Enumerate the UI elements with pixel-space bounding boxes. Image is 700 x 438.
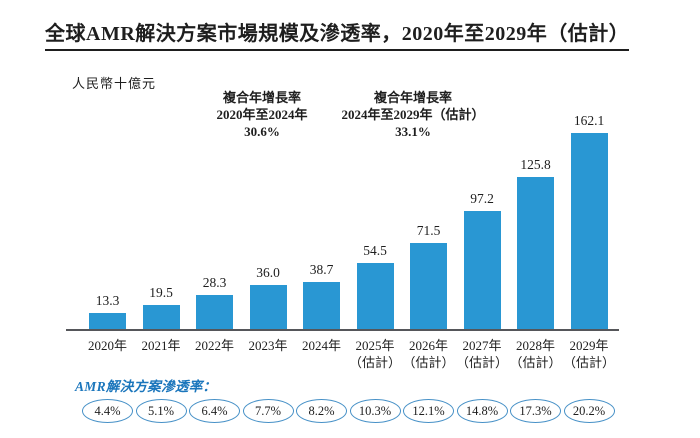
- x-axis-year: 2027年: [462, 338, 502, 353]
- bar-value-label: 38.7: [309, 262, 334, 277]
- x-axis-year: 2028年: [515, 338, 555, 353]
- bar-value-label: 19.5: [149, 285, 173, 300]
- cagr-label: 複合年增長率: [222, 90, 302, 105]
- bar-value-label: 125.8: [520, 157, 551, 172]
- penetration-rate-oval: 8.2%: [296, 399, 347, 423]
- x-axis-label: 2021年: [127, 337, 195, 354]
- x-axis-estimate-note: （估計）: [402, 355, 455, 370]
- bar-2024年: [303, 282, 340, 329]
- x-axis-label: 2024年: [288, 337, 356, 354]
- x-axis-year: 2026年: [408, 338, 448, 353]
- cagr-annotation-2020-2024: 複合年增長率 2020年至2024年 30.6%: [216, 89, 307, 140]
- x-axis-label: 2023年: [234, 337, 302, 354]
- bar-2026年: [410, 243, 447, 329]
- x-axis-label: 2020年: [74, 337, 142, 354]
- bar-value-label: 162.1: [573, 113, 605, 128]
- penetration-rate-oval: 17.3%: [510, 399, 561, 423]
- x-axis-year: 2023年: [248, 338, 288, 353]
- penetration-rate-oval: 14.8%: [456, 399, 508, 423]
- x-axis-estimate-note: （估計）: [348, 355, 401, 370]
- x-axis-year: 2029年: [569, 338, 609, 353]
- penetration-rate-oval: 20.2%: [563, 399, 615, 423]
- bar-2028年: [517, 177, 554, 329]
- page-title: 全球AMR解決方案市場規模及滲透率，2020年至2029年（估計）: [45, 17, 630, 51]
- penetration-rate-oval: 5.1%: [135, 399, 187, 423]
- x-axis-year: 2022年: [194, 338, 234, 353]
- x-axis-label: 2022年: [181, 337, 249, 354]
- x-axis-year: 2025年: [355, 338, 395, 353]
- cagr-annotation-2024-2029: 複合年增長率 2024年至2029年（估計） 33.1%: [341, 89, 484, 140]
- bar-value-label: 54.5: [363, 243, 387, 258]
- bar-2023年: [249, 285, 287, 329]
- bar-value-label: 97.2: [470, 191, 494, 206]
- bar-2022年: [196, 295, 233, 329]
- x-axis-year: 2021年: [141, 338, 181, 353]
- bar-chart-plot-area: 13.3 2020年 19.5 2021年 28.3 2022年 36.0 2023年 38.7…: [66, 113, 619, 370]
- bar-value-label: 13.3: [95, 293, 120, 308]
- x-axis-year: 2020年: [87, 338, 127, 353]
- cagr-period: 2020年至2024年: [216, 107, 308, 122]
- x-axis-label: 2025年 （估計）: [341, 337, 409, 371]
- bar-2027年: [463, 211, 501, 329]
- bar-2020年: [89, 313, 126, 329]
- bar-value-label: 36.0: [256, 265, 280, 280]
- cagr-label: 複合年增長率: [373, 90, 453, 105]
- penetration-rate-oval: 7.7%: [242, 399, 294, 423]
- penetration-rate-oval: 6.4%: [189, 399, 240, 423]
- cagr-period: 2024年至2029年（估計）: [341, 107, 485, 122]
- x-axis-year: 2024年: [301, 338, 341, 353]
- bar-value-label: 28.3: [202, 275, 227, 290]
- bar-value-label: 71.5: [416, 223, 441, 238]
- x-axis-label: 2028年 （估計）: [502, 337, 570, 371]
- penetration-rate-label: AMR解決方案滲透率：: [75, 379, 217, 394]
- x-axis-estimate-note: （估計）: [455, 355, 508, 370]
- x-axis-label: 2026年 （估計）: [395, 337, 463, 371]
- cagr-value: 33.1%: [395, 124, 431, 139]
- x-axis-estimate-note: （估計）: [509, 355, 562, 370]
- bar-2025年: [356, 263, 394, 329]
- x-axis-estimate-note: （估計）: [562, 355, 615, 370]
- x-axis-label: 2027年 （估計）: [448, 337, 516, 371]
- cagr-value: 30.6%: [244, 124, 280, 139]
- bar-2029年: [570, 133, 608, 329]
- penetration-rate-oval: 10.3%: [349, 399, 401, 423]
- x-axis-label: 2029年 （估計）: [555, 337, 623, 371]
- penetration-rate-oval: 12.1%: [403, 399, 454, 423]
- penetration-rate-oval: 4.4%: [82, 399, 133, 423]
- y-axis-unit-label: 人民幣十億元: [72, 76, 157, 91]
- bar-2021年: [142, 305, 180, 329]
